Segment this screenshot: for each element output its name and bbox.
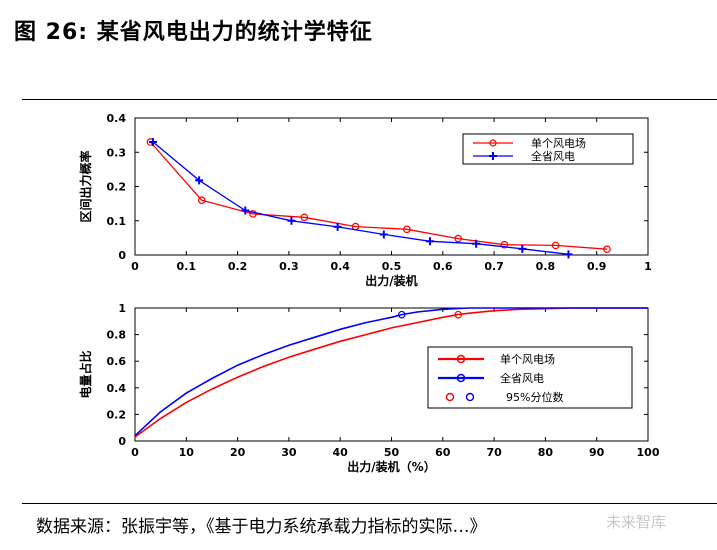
legend-label: 单个风电场 xyxy=(500,352,555,366)
x-tick-label: 100 xyxy=(637,446,660,459)
y-tick-label: 0.1 xyxy=(107,215,127,228)
data-point-province xyxy=(518,244,527,253)
y-tick-label: 0 xyxy=(118,249,126,262)
x-tick-label: 0.6 xyxy=(433,260,453,273)
x-tick-label: 0.4 xyxy=(330,260,350,273)
series-line-province xyxy=(152,141,569,255)
y-tick-label: 0.2 xyxy=(107,408,127,421)
watermark-logo: 未来智库 xyxy=(606,513,667,531)
x-tick-label: 0.1 xyxy=(177,260,197,273)
y-tick-label: 0.2 xyxy=(107,181,127,194)
data-point-single-farm xyxy=(603,245,611,253)
data-point-single-farm xyxy=(197,196,206,205)
data-point-province xyxy=(425,237,434,246)
x-tick-label: 1 xyxy=(644,260,652,273)
figure-title: 图 26: 某省风电出力的统计学特征 xyxy=(14,20,373,45)
quantile-95-marker xyxy=(397,310,406,319)
chart-bottom-energy-share: 0 10 20 30 40 50 60 70 80 90 100 0 0.2 0.4 0.6 0.8 1 出力/装… xyxy=(78,302,660,474)
data-point-province xyxy=(287,216,296,225)
data-point-province xyxy=(148,137,157,146)
x-tick-label: 0 xyxy=(131,260,139,273)
x-axis-label: 出力/装机（%） xyxy=(347,459,435,474)
x-tick-label: 80 xyxy=(538,446,554,459)
y-tick-label: 0.4 xyxy=(107,112,127,125)
x-tick-label: 50 xyxy=(384,446,400,459)
data-point-province xyxy=(241,206,250,215)
y-axis-label: 电量占比 xyxy=(78,350,93,398)
legend-marker xyxy=(456,373,466,383)
x-tick-label: 70 xyxy=(486,446,502,459)
data-point-single-farm xyxy=(403,225,411,234)
y-tick-label: 0 xyxy=(118,435,126,448)
x-tick-label: 0.3 xyxy=(279,260,299,273)
y-tick-label: 1 xyxy=(118,302,126,315)
data-point-single-farm xyxy=(300,213,309,222)
legend-label: 单个风电场 xyxy=(531,136,586,150)
x-tick-label: 0.8 xyxy=(536,260,556,273)
y-tick-label: 0.4 xyxy=(107,382,127,395)
series-line-province xyxy=(134,307,648,437)
x-tick-label: 40 xyxy=(333,446,349,459)
data-point-single-farm xyxy=(454,234,462,243)
legend-label: 95%分位数 xyxy=(506,390,563,404)
source-note: 数据来源：张振宇等，《基于电力系统承载力指标的实际…》 xyxy=(36,517,487,537)
legend-marker xyxy=(456,354,466,364)
y-tick-label: 0.8 xyxy=(107,329,127,342)
data-point-single-farm xyxy=(500,240,509,249)
x-tick-label: 60 xyxy=(435,446,451,459)
x-tick-label: 10 xyxy=(179,446,195,459)
legend-label: 全省风电 xyxy=(531,149,575,163)
top-divider xyxy=(22,99,717,100)
legend-marker xyxy=(489,139,497,147)
data-point-province xyxy=(195,176,204,185)
data-point-province xyxy=(564,250,573,259)
x-tick-label: 0.5 xyxy=(382,260,402,273)
x-tick-label: 20 xyxy=(230,446,246,459)
x-tick-label: 90 xyxy=(589,446,605,459)
legend-box xyxy=(462,133,634,165)
legend-label: 全省风电 xyxy=(500,371,544,385)
x-tick-label: 0.7 xyxy=(484,260,504,273)
x-tick-label: 0 xyxy=(131,446,139,459)
data-point-province xyxy=(472,239,481,248)
x-tick-label: 0.9 xyxy=(587,260,607,273)
legend-quantile-marker-red xyxy=(445,392,455,402)
y-tick-label: 0.3 xyxy=(107,146,127,159)
quantile-95-marker xyxy=(454,310,462,319)
x-axis-label: 出力/装机 xyxy=(365,273,417,288)
legend-marker xyxy=(489,152,497,160)
data-point-province xyxy=(379,230,388,239)
legend-quantile-marker-blue xyxy=(465,392,475,402)
data-point-single-farm xyxy=(249,210,257,218)
chart-top-probability: 0 0.1 0.2 0.3 0.4 0.5 0.6 0.7 0.8 0.9 1 0 0.1 0.2 0.3 0… xyxy=(78,112,652,288)
data-point-province xyxy=(333,222,342,231)
y-axis-label: 区间出力概率 xyxy=(78,150,93,222)
y-tick-label: 0.6 xyxy=(107,355,127,368)
series-line-single-farm xyxy=(149,141,608,250)
x-tick-label: 0.2 xyxy=(228,260,248,273)
bottom-divider xyxy=(22,503,717,504)
x-tick-label: 30 xyxy=(281,446,297,459)
data-point-single-farm xyxy=(551,241,560,250)
